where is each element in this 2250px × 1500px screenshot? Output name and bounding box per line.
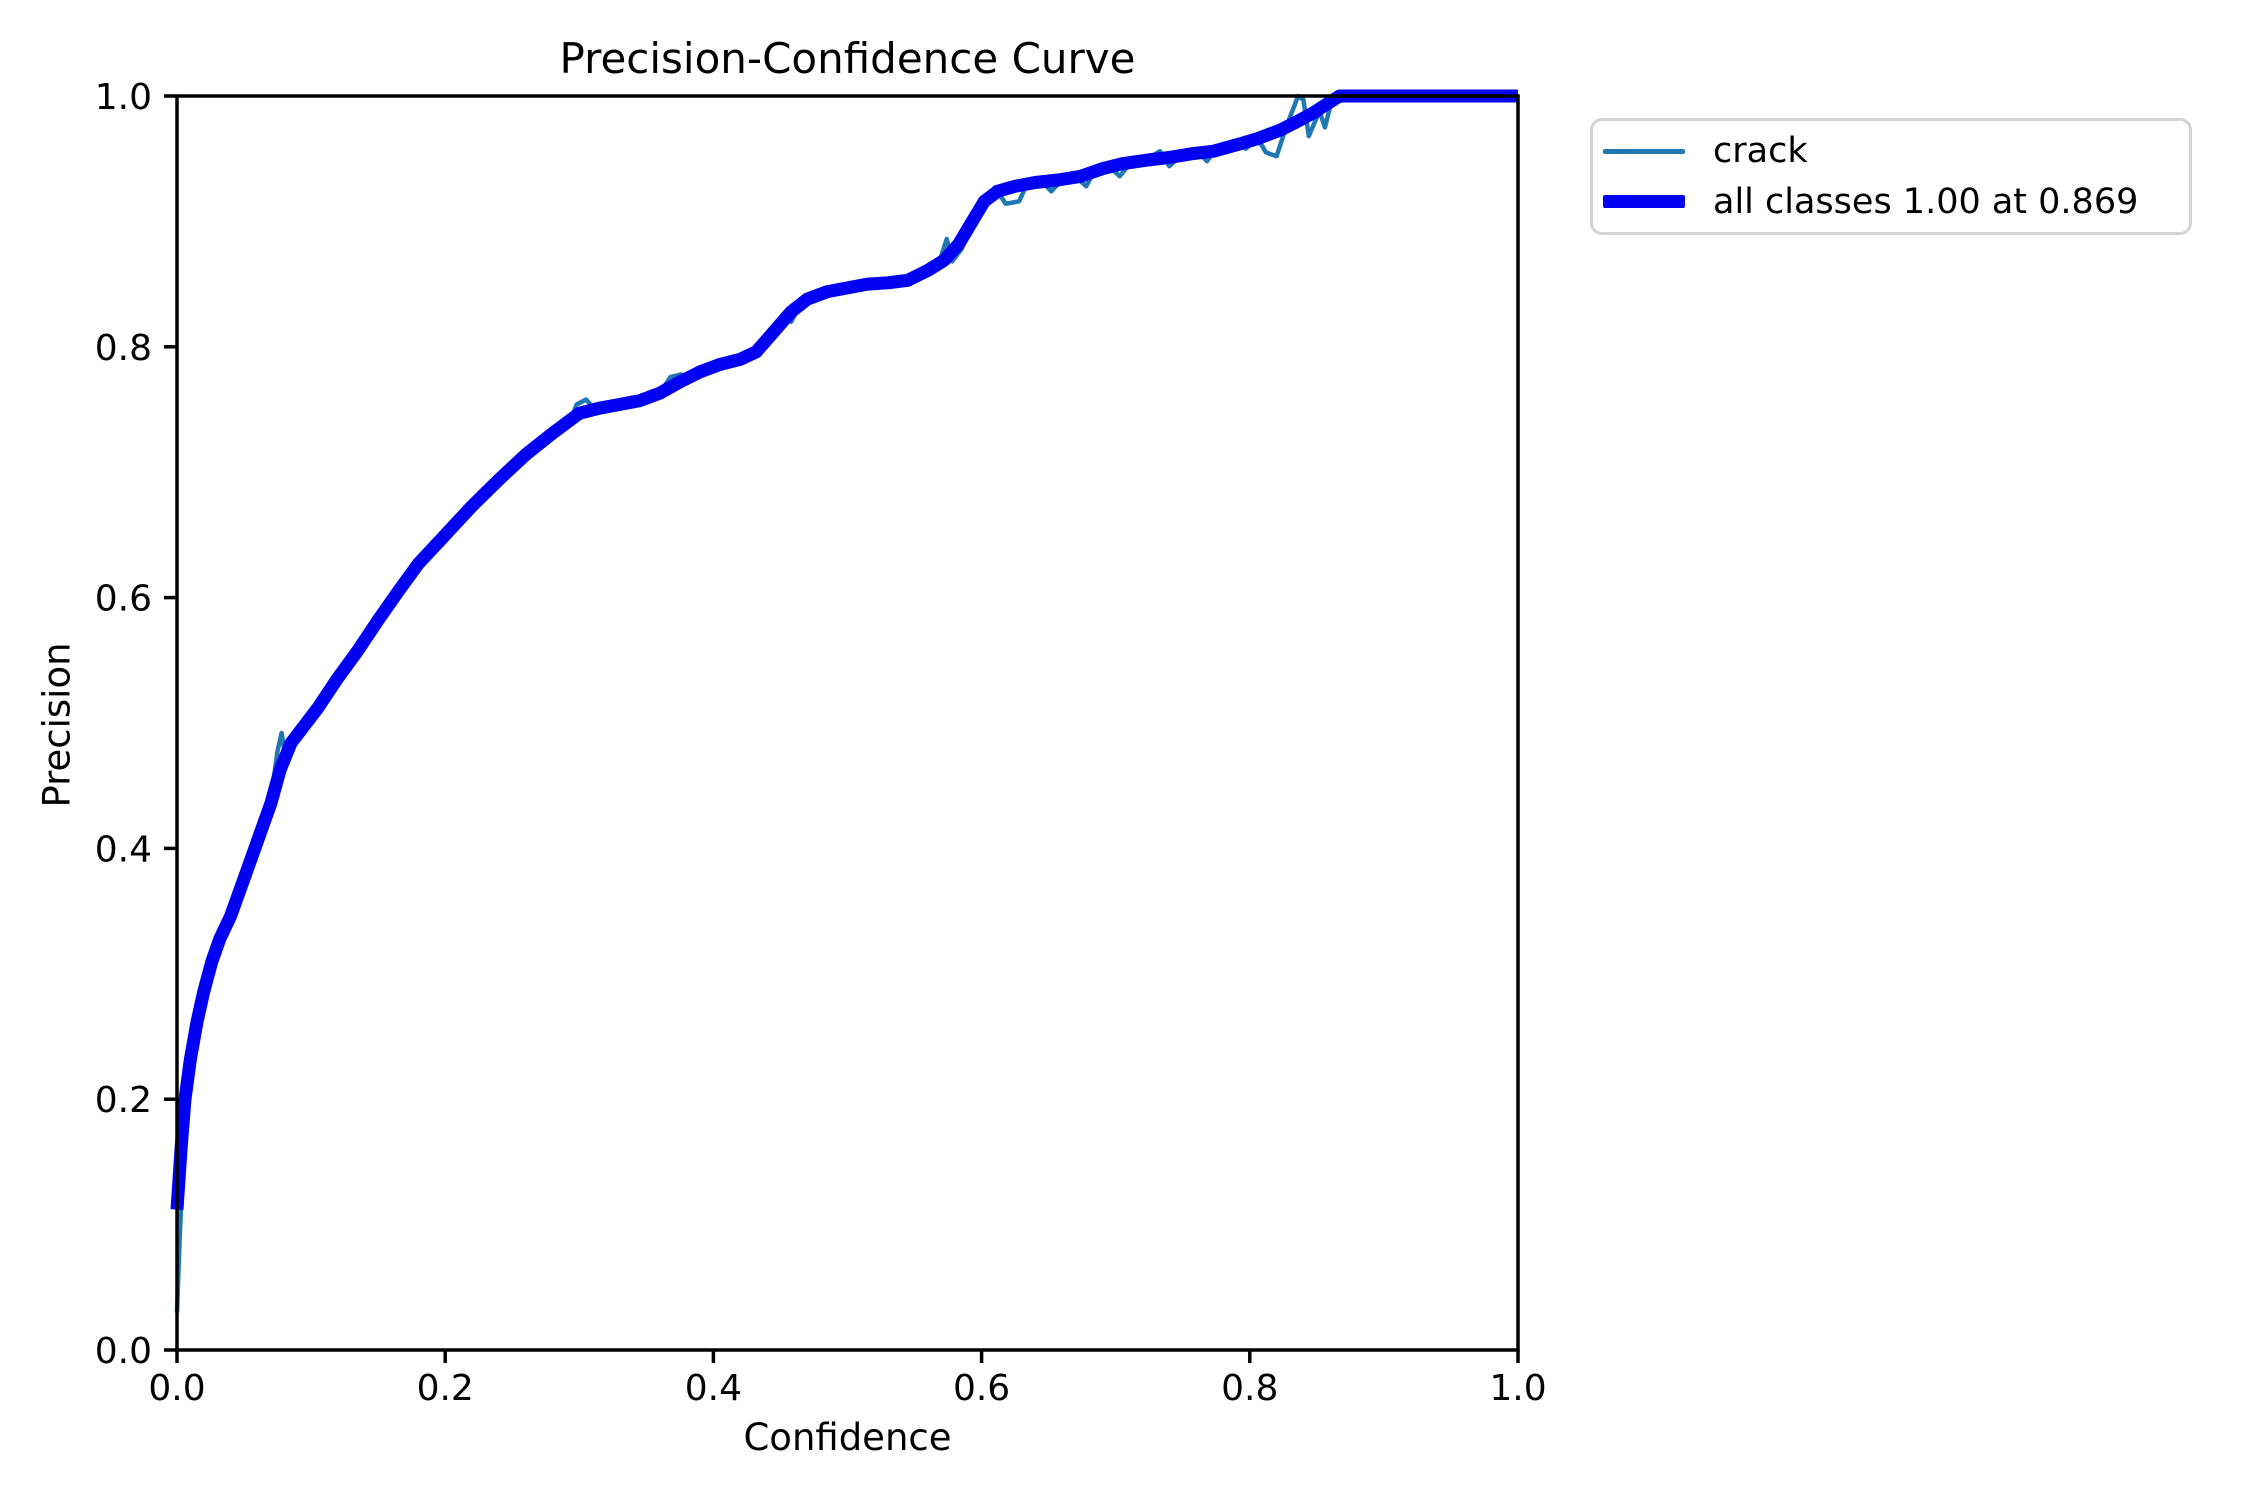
x-tick-label: 1.0 (1489, 1368, 1546, 1409)
x-tick-label: 0.8 (1221, 1368, 1278, 1409)
series-line-crack (174, 93, 1518, 1313)
all-classes-line-swatch (1603, 195, 1685, 209)
x-tick-label: 0.6 (953, 1368, 1010, 1409)
x-tick-label: 0.0 (148, 1368, 205, 1409)
y-tick-label: 0.4 (95, 829, 152, 870)
x-axis-label: Confidence (743, 1416, 952, 1459)
axes-box (175, 94, 1520, 1352)
y-tick-label: 1.0 (95, 77, 152, 118)
legend-label-all-classes: all classes 1.00 at 0.869 (1713, 181, 2139, 222)
y-tick-label: 0.8 (95, 328, 152, 369)
all-classes-line-swatch-line (1603, 195, 1685, 209)
series-line-all-classes (170, 89, 1518, 1211)
x-tick-label: 0.4 (685, 1368, 742, 1409)
y-axis-label: Precision (35, 642, 79, 808)
legend-box: crack all classes 1.00 at 0.869 (1590, 118, 2192, 235)
axes-layer: 0.0 0.2 0.4 0.6 0.8 1.0 0.0 0.2 0.4 0.6 0.8 1.0 (95, 77, 1547, 1409)
legend-item-crack: crack (1593, 131, 2189, 171)
y-tick-label: 0.0 (95, 1331, 152, 1372)
legend-label-crack: crack (1713, 131, 1808, 172)
curves-layer (170, 89, 1518, 1313)
crack-line-swatch-line (1603, 148, 1685, 154)
x-tick-label: 0.2 (417, 1368, 474, 1409)
y-tick-label: 0.6 (95, 579, 152, 620)
chart-title: Precision-Confidence Curve (559, 34, 1136, 83)
legend-item-all-classes: all classes 1.00 at 0.869 (1593, 182, 2189, 222)
crack-line-swatch (1603, 148, 1685, 154)
y-tick-label: 0.2 (95, 1080, 152, 1121)
